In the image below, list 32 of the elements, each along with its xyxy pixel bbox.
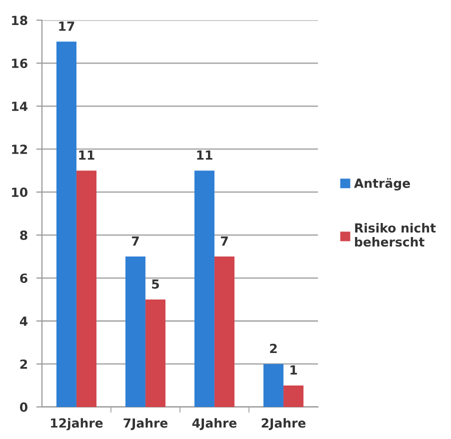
- bar: [76, 170, 96, 407]
- y-tick-label: 16: [12, 58, 28, 68]
- y-tick-label: 12: [12, 144, 27, 154]
- y-tick-label: 2: [20, 359, 27, 369]
- data-label: 11: [197, 150, 212, 160]
- data-label: 7: [220, 236, 228, 246]
- x-tick-label: 7Jahre: [124, 418, 168, 430]
- bar: [194, 170, 214, 407]
- x-tick-label: 12jahre: [51, 418, 103, 430]
- x-tick-label: 4Jahre: [192, 418, 237, 430]
- y-tick-label: 10: [12, 188, 28, 198]
- legend-label: Anträge: [354, 178, 410, 190]
- bar: [56, 42, 76, 407]
- legend-label: Risiko nicht beherscht: [355, 222, 436, 247]
- y-tick-label: 8: [20, 230, 28, 240]
- y-tick-label: 18: [12, 16, 28, 26]
- bar: [214, 256, 234, 407]
- data-label: 5: [152, 279, 159, 289]
- data-label: 2: [270, 344, 277, 354]
- y-tick-label: 0: [20, 402, 28, 412]
- bar: [283, 385, 304, 407]
- y-tick-label: 14: [12, 102, 28, 111]
- y-tick-label: 4: [20, 316, 28, 326]
- data-label: 7: [132, 236, 139, 246]
- data-label: 1: [290, 365, 297, 375]
- bar: [125, 256, 146, 407]
- data-label: 11: [79, 150, 94, 160]
- y-tick-label: 6: [20, 274, 28, 283]
- data-label: 17: [59, 22, 74, 31]
- x-tick-label: 2Jahre: [262, 418, 306, 430]
- bar: [145, 300, 166, 407]
- bar: [263, 364, 284, 407]
